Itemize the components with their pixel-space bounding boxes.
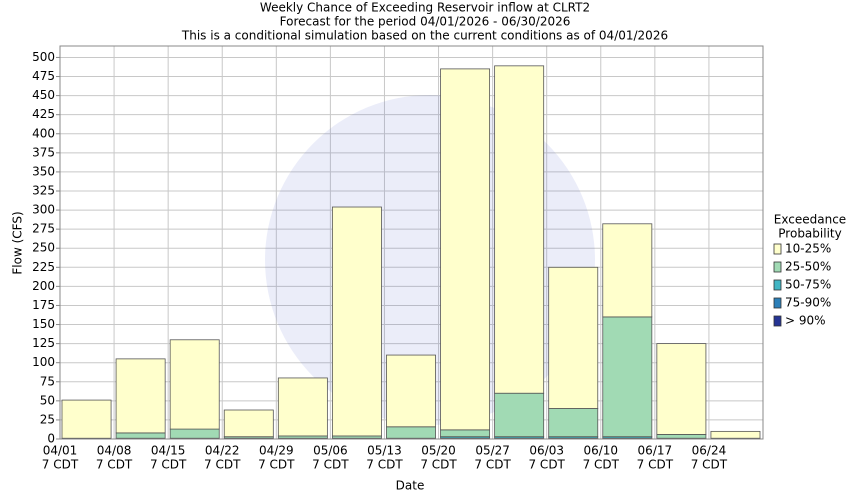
legend-label: 10-25% — [785, 242, 831, 256]
y-tick-label: 175 — [32, 298, 55, 312]
y-tick-label: 225 — [32, 260, 55, 274]
x-tick-time: 7 CDT — [312, 458, 349, 472]
y-tick-label: 100 — [32, 355, 55, 369]
x-tick-label: 04/22 — [205, 444, 240, 458]
y-tick-label: 375 — [32, 145, 55, 159]
y-tick-label: 400 — [32, 126, 55, 140]
legend-label: 75-90% — [785, 296, 831, 310]
bar-segment — [169, 428, 220, 439]
y-tick-label: 75 — [40, 374, 55, 388]
x-axis-label: Date — [396, 479, 425, 493]
chart-title: This is a conditional simulation based o… — [181, 29, 668, 43]
chart-title: Forecast for the period 04/01/2026 - 06/… — [280, 15, 571, 29]
y-tick-label: 350 — [32, 164, 55, 178]
legend-swatch — [773, 279, 782, 291]
x-tick-time: 7 CDT — [420, 458, 457, 472]
bar-segment — [223, 409, 274, 438]
y-tick-label: 325 — [32, 183, 55, 197]
bar-segment — [656, 343, 707, 435]
y-tick-label: 250 — [32, 241, 55, 255]
x-tick-label: 05/27 — [475, 444, 510, 458]
legend-label: 25-50% — [785, 260, 831, 274]
x-tick-time: 7 CDT — [150, 458, 187, 472]
x-tick-label: 06/03 — [529, 444, 564, 458]
x-tick-time: 7 CDT — [42, 458, 79, 472]
bar-segment — [169, 339, 220, 430]
x-tick-time: 7 CDT — [691, 458, 728, 472]
bar-segment — [331, 206, 382, 437]
x-tick-time: 7 CDT — [258, 458, 295, 472]
bar-segment — [386, 426, 436, 439]
x-tick-label: 04/01 — [43, 444, 78, 458]
x-tick-time: 7 CDT — [528, 458, 565, 472]
bar-segment — [548, 408, 599, 438]
bar-segment — [602, 316, 653, 438]
y-tick-label: 275 — [32, 222, 55, 236]
bar-segment — [548, 266, 599, 409]
plot-border — [59, 45, 764, 440]
bar-segment — [386, 354, 436, 428]
chart-title: Weekly Chance of Exceeding Reservoir inf… — [260, 1, 590, 15]
y-tick-label: 50 — [40, 393, 55, 407]
legend-label: > 90% — [785, 314, 826, 328]
legend-label: 50-75% — [785, 278, 831, 292]
y-axis-label: Flow (CFS) — [11, 211, 25, 274]
y-tick-label: 300 — [32, 203, 55, 217]
x-tick-time: 7 CDT — [583, 458, 620, 472]
legend-swatch — [773, 261, 782, 273]
x-tick-label: 05/20 — [421, 444, 456, 458]
bar-segment — [494, 65, 545, 394]
y-tick-label: 450 — [32, 88, 55, 102]
y-tick-label: 475 — [32, 69, 55, 83]
y-tick-label: 500 — [32, 50, 55, 64]
bar-layer — [61, 65, 761, 440]
x-tick-time: 7 CDT — [96, 458, 133, 472]
y-tick-label: 150 — [32, 317, 55, 331]
legend-swatch — [773, 315, 782, 327]
bar-segment — [277, 377, 328, 437]
legend-title: Exceedance — [774, 213, 846, 227]
x-tick-label: 04/08 — [97, 444, 132, 458]
bar-segment — [494, 392, 545, 438]
bar-segment — [656, 434, 707, 439]
y-tick-label: 25 — [40, 412, 55, 426]
x-tick-time: 7 CDT — [366, 458, 403, 472]
x-tick-label: 06/24 — [692, 444, 727, 458]
y-tick-label: 425 — [32, 107, 55, 121]
bar-segment — [602, 223, 653, 318]
x-tick-label: 06/10 — [583, 444, 618, 458]
bar-segment — [440, 68, 491, 431]
legend-title: Probability — [778, 227, 841, 241]
y-tick-label: 125 — [32, 336, 55, 350]
bar-segment — [440, 429, 491, 438]
bar-segment — [710, 430, 761, 439]
bar-segment — [115, 358, 166, 434]
x-tick-label: 04/29 — [259, 444, 294, 458]
legend-swatch — [773, 243, 782, 255]
x-tick-time: 7 CDT — [637, 458, 674, 472]
y-tick-label: 200 — [32, 279, 55, 293]
x-tick-label: 05/06 — [313, 444, 348, 458]
x-tick-label: 05/13 — [367, 444, 402, 458]
bar-segment — [115, 432, 166, 439]
x-tick-time: 7 CDT — [474, 458, 511, 472]
x-tick-time: 7 CDT — [204, 458, 241, 472]
y-tick-label: 0 — [47, 432, 55, 446]
x-tick-label: 04/15 — [151, 444, 186, 458]
legend-swatch — [773, 297, 782, 309]
x-tick-label: 06/17 — [638, 444, 673, 458]
bar-segment — [61, 399, 112, 439]
